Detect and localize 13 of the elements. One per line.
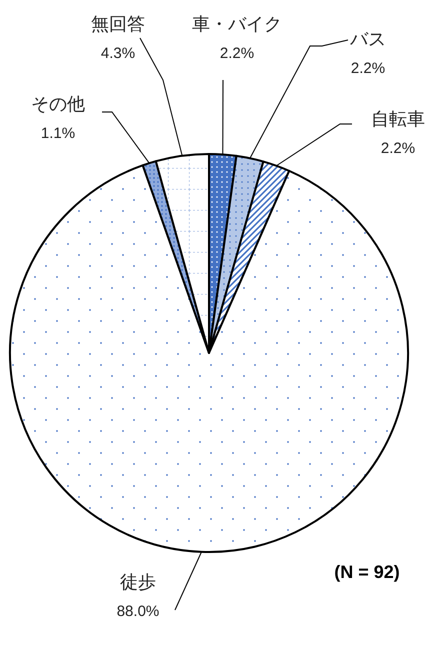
data-label: 2.2%: [350, 60, 386, 77]
data-label: 2.2%: [380, 140, 416, 157]
slice-label: その他: [31, 94, 85, 114]
data-label: 2.2%: [220, 45, 254, 62]
data-label: 4.3%: [100, 45, 136, 62]
slice-label: 徒歩: [120, 572, 156, 592]
data-label: 1.1%: [40, 125, 76, 142]
slice-label: 自転車: [371, 109, 425, 129]
slice-label: バス: [349, 29, 386, 49]
slice-label: 車・バイク: [192, 14, 282, 34]
data-label: 88.0%: [116, 603, 160, 620]
slice-label: 無回答: [91, 14, 145, 34]
text: (N = 92): [334, 562, 400, 582]
